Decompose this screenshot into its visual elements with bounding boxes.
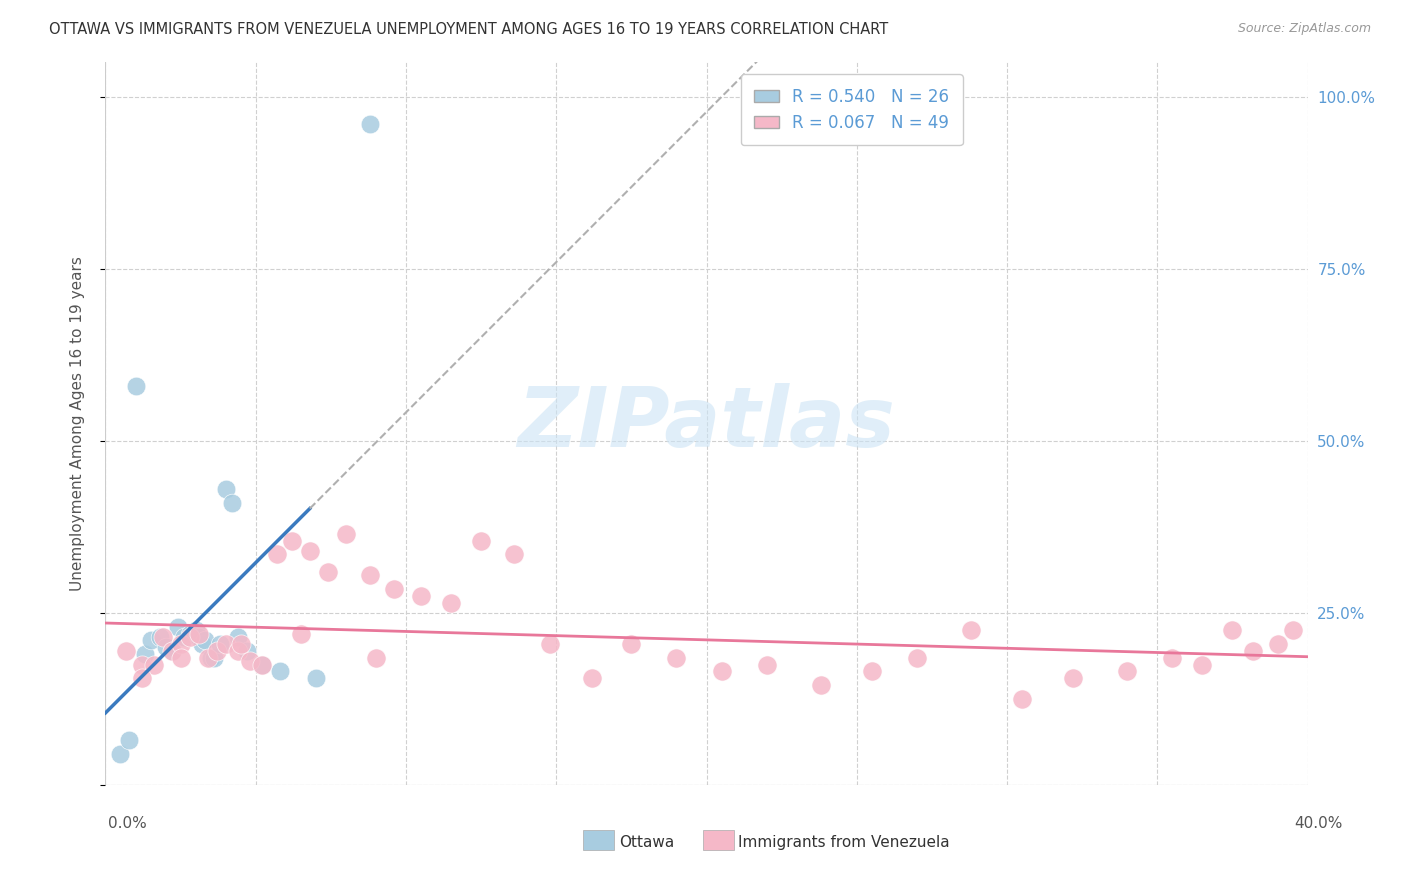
Point: [187, 626, 209, 640]
Point: [1011, 692, 1033, 706]
Point: [810, 678, 832, 692]
Point: [173, 630, 195, 644]
Point: [440, 596, 463, 610]
Point: [281, 533, 304, 548]
Point: [148, 630, 170, 644]
Point: [169, 650, 191, 665]
Y-axis label: Unemployment Among Ages 16 to 19 years: Unemployment Among Ages 16 to 19 years: [70, 256, 84, 591]
Point: [226, 630, 249, 644]
Point: [179, 626, 201, 640]
Point: [214, 637, 236, 651]
Point: [359, 568, 381, 582]
Legend: R = 0.540   N = 26, R = 0.067   N = 49: R = 0.540 N = 26, R = 0.067 N = 49: [741, 74, 963, 145]
Point: [124, 379, 146, 393]
Text: 0.0%: 0.0%: [108, 816, 148, 831]
Point: [250, 657, 273, 672]
Text: ZIPatlas: ZIPatlas: [517, 384, 896, 464]
Point: [755, 657, 778, 672]
Point: [194, 633, 217, 648]
Text: OTTAWA VS IMMIGRANTS FROM VENEZUELA UNEMPLOYMENT AMONG AGES 16 TO 19 YEARS CORRE: OTTAWA VS IMMIGRANTS FROM VENEZUELA UNEM…: [49, 22, 889, 37]
Text: 40.0%: 40.0%: [1295, 816, 1343, 831]
Point: [335, 526, 357, 541]
Point: [1281, 623, 1303, 637]
Point: [139, 633, 162, 648]
Text: Ottawa: Ottawa: [619, 836, 673, 850]
Point: [538, 637, 561, 651]
Point: [221, 496, 243, 510]
Point: [298, 544, 321, 558]
Point: [184, 623, 207, 637]
Point: [118, 733, 141, 747]
Point: [290, 626, 312, 640]
Point: [710, 665, 733, 679]
Point: [166, 620, 188, 634]
Point: [235, 644, 257, 658]
Point: [169, 637, 191, 651]
Point: [202, 650, 225, 665]
Point: [226, 644, 249, 658]
Point: [860, 665, 883, 679]
Point: [266, 548, 288, 562]
Point: [134, 647, 156, 661]
Point: [190, 637, 212, 651]
Point: [905, 650, 928, 665]
Point: [503, 548, 526, 562]
Point: [1243, 644, 1265, 658]
Point: [665, 650, 688, 665]
Point: [229, 637, 252, 651]
Point: [115, 644, 138, 658]
Point: [179, 630, 201, 644]
Point: [359, 117, 381, 131]
Point: [131, 671, 153, 685]
Point: [409, 589, 432, 603]
Point: [152, 630, 174, 644]
Point: [364, 650, 387, 665]
Point: [131, 657, 153, 672]
Point: [1191, 657, 1213, 672]
Point: [382, 582, 405, 596]
Text: Immigrants from Venezuela: Immigrants from Venezuela: [738, 836, 950, 850]
Point: [1222, 623, 1244, 637]
Point: [316, 565, 339, 579]
Point: [160, 644, 183, 658]
Point: [581, 671, 603, 685]
Point: [305, 671, 328, 685]
Point: [200, 650, 222, 665]
Point: [960, 623, 983, 637]
Point: [110, 747, 132, 761]
Point: [187, 630, 209, 644]
Point: [470, 533, 492, 548]
Point: [197, 650, 219, 665]
Point: [1062, 671, 1084, 685]
Point: [1116, 665, 1139, 679]
Point: [239, 654, 262, 668]
Point: [160, 644, 183, 658]
Point: [205, 644, 228, 658]
Point: [269, 665, 291, 679]
Point: [214, 482, 236, 496]
Point: [155, 640, 177, 655]
Point: [620, 637, 643, 651]
Point: [1267, 637, 1289, 651]
Point: [250, 657, 273, 672]
Point: [1161, 650, 1184, 665]
Point: [208, 637, 231, 651]
Text: Source: ZipAtlas.com: Source: ZipAtlas.com: [1237, 22, 1371, 36]
Point: [142, 657, 165, 672]
